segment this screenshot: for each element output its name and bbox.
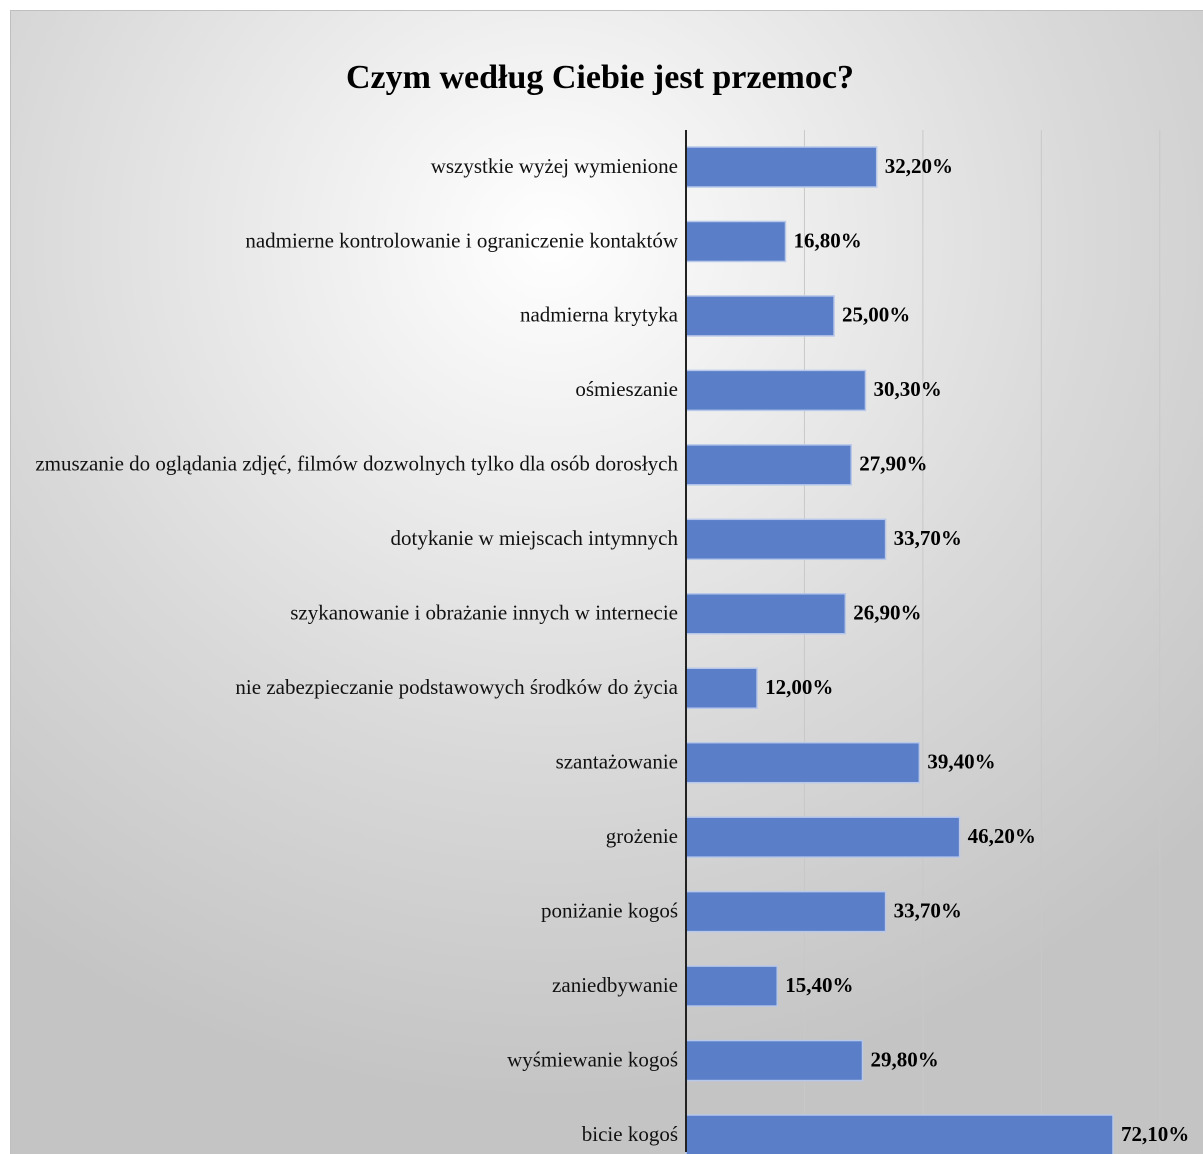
category-label: poniżanie kogoś (541, 898, 678, 922)
category-label: szantażowanie (556, 750, 678, 774)
value-label: 39,40% (927, 750, 995, 774)
value-label: 46,20% (968, 824, 1036, 848)
bar (685, 146, 878, 188)
value-label: 32,20% (885, 154, 953, 178)
bar (685, 890, 887, 933)
value-label: 12,00% (765, 675, 833, 699)
category-label: ośmieszanie (575, 377, 678, 401)
value-label: 25,00% (842, 303, 910, 327)
value-label: 30,30% (873, 377, 941, 401)
category-label: nadmierne kontrolowanie i ograniczenie k… (245, 228, 679, 252)
bar (685, 295, 835, 337)
value-label: 29,80% (870, 1047, 938, 1071)
value-label: 33,70% (894, 526, 962, 550)
bar (685, 741, 921, 784)
value-label: 16,80% (793, 228, 861, 252)
bar (685, 816, 961, 858)
category-label: zaniedbywanie (552, 973, 678, 997)
bar (685, 593, 847, 635)
value-label: 72,10% (1121, 1122, 1189, 1146)
bar (685, 1039, 864, 1082)
bar (685, 965, 778, 1007)
category-label: bicie kogoś (582, 1122, 678, 1146)
category-label: grożenie (606, 824, 678, 848)
bar (685, 220, 787, 263)
chart-background (10, 10, 1203, 1154)
category-label: nadmierna krytyka (520, 303, 679, 327)
bar (685, 1114, 1114, 1154)
value-label: 27,90% (859, 452, 927, 476)
category-label: wyśmiewanie kogoś (507, 1047, 678, 1071)
chart-title: Czym według Ciebie jest przemoc? (346, 59, 854, 96)
bar (685, 518, 887, 561)
bar (685, 444, 852, 486)
category-label: nie zabezpieczanie podstawowych środków … (235, 675, 678, 699)
value-label: 15,40% (785, 973, 853, 997)
category-label: szykanowanie i obrażanie innych w intern… (290, 601, 678, 625)
value-label: 26,90% (853, 601, 921, 625)
bar (685, 667, 758, 709)
bar (685, 369, 867, 412)
category-label: dotykanie w miejscach intymnych (390, 526, 678, 550)
value-label: 33,70% (894, 898, 962, 922)
category-label: zmuszanie do oglądania zdjęć, filmów doz… (35, 452, 678, 476)
category-label: wszystkie wyżej wymienione (431, 154, 678, 178)
